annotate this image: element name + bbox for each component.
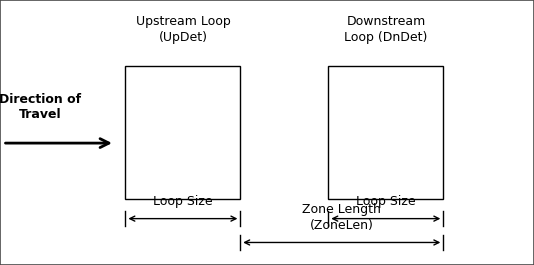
Text: Downstream
Loop (DnDet): Downstream Loop (DnDet) bbox=[344, 15, 428, 44]
Text: Upstream Loop
(UpDet): Upstream Loop (UpDet) bbox=[136, 15, 231, 44]
Text: Loop Size: Loop Size bbox=[153, 195, 213, 208]
Text: Loop Size: Loop Size bbox=[356, 195, 416, 208]
Text: Direction of
Travel: Direction of Travel bbox=[0, 93, 81, 121]
Bar bbox=[328, 66, 443, 199]
Bar bbox=[125, 66, 240, 199]
Text: Zone Length
(ZoneLen): Zone Length (ZoneLen) bbox=[302, 203, 381, 232]
